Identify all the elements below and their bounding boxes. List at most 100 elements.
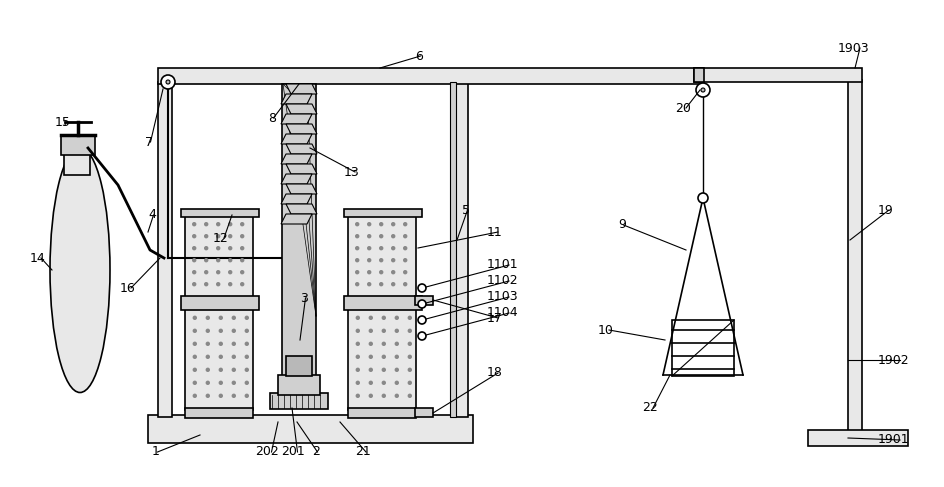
Circle shape [368, 316, 373, 320]
Circle shape [417, 300, 426, 308]
Bar [693, 68, 703, 82]
Polygon shape [280, 114, 312, 124]
Circle shape [192, 282, 196, 286]
Circle shape [368, 381, 373, 385]
Circle shape [407, 355, 412, 359]
Circle shape [218, 329, 223, 333]
Circle shape [368, 393, 373, 398]
Text: 5: 5 [462, 204, 469, 217]
Circle shape [193, 329, 196, 333]
Circle shape [228, 234, 232, 239]
Circle shape [395, 381, 398, 385]
Circle shape [231, 393, 236, 398]
Text: 19: 19 [877, 204, 893, 217]
Circle shape [240, 258, 244, 262]
Circle shape [407, 329, 412, 333]
Circle shape [407, 381, 412, 385]
Circle shape [698, 193, 707, 203]
Circle shape [407, 316, 412, 320]
Circle shape [231, 368, 236, 372]
Circle shape [228, 282, 232, 286]
Bar [270, 393, 328, 409]
Bar [286, 356, 312, 376]
Text: 16: 16 [120, 281, 136, 295]
Circle shape [218, 368, 223, 372]
Bar [278, 375, 320, 395]
Circle shape [206, 341, 210, 346]
Circle shape [379, 282, 383, 286]
Text: 1104: 1104 [486, 306, 518, 319]
Circle shape [244, 341, 248, 346]
Circle shape [696, 83, 709, 97]
Ellipse shape [50, 148, 110, 393]
Text: 6: 6 [414, 50, 422, 62]
Circle shape [228, 246, 232, 250]
Polygon shape [286, 204, 316, 214]
Text: 4: 4 [148, 208, 156, 222]
Polygon shape [280, 174, 312, 184]
Bar [158, 68, 702, 84]
Circle shape [228, 222, 232, 226]
Circle shape [218, 316, 223, 320]
Circle shape [193, 355, 196, 359]
Circle shape [244, 393, 248, 398]
Text: 1901: 1901 [877, 433, 909, 447]
Text: 2: 2 [312, 446, 319, 458]
Text: 10: 10 [598, 323, 614, 337]
Circle shape [402, 234, 407, 239]
Polygon shape [286, 84, 316, 94]
Bar [347, 408, 415, 418]
Circle shape [391, 246, 395, 250]
Circle shape [244, 381, 248, 385]
Circle shape [206, 329, 210, 333]
Circle shape [218, 381, 223, 385]
Bar [185, 215, 253, 297]
Bar [807, 430, 907, 446]
Circle shape [366, 282, 371, 286]
Circle shape [395, 368, 398, 372]
Bar [181, 209, 259, 217]
Circle shape [244, 355, 248, 359]
Circle shape [381, 329, 385, 333]
Circle shape [391, 234, 395, 239]
Text: 7: 7 [144, 135, 153, 149]
Text: 12: 12 [212, 231, 228, 244]
Circle shape [240, 234, 244, 239]
Circle shape [192, 234, 196, 239]
Circle shape [381, 316, 385, 320]
Circle shape [391, 258, 395, 262]
Circle shape [231, 341, 236, 346]
Circle shape [391, 222, 395, 226]
Circle shape [244, 329, 248, 333]
Text: 1902: 1902 [877, 354, 909, 367]
Circle shape [355, 316, 360, 320]
Circle shape [355, 258, 359, 262]
Circle shape [204, 222, 209, 226]
Circle shape [204, 234, 209, 239]
Text: 17: 17 [486, 312, 502, 324]
Polygon shape [286, 144, 316, 154]
Circle shape [381, 381, 385, 385]
Polygon shape [280, 134, 312, 144]
Circle shape [395, 393, 398, 398]
Circle shape [402, 282, 407, 286]
Circle shape [204, 246, 209, 250]
Circle shape [206, 381, 210, 385]
Circle shape [166, 80, 170, 84]
Circle shape [193, 368, 196, 372]
Circle shape [244, 368, 248, 372]
Polygon shape [280, 194, 312, 204]
Bar [414, 408, 432, 417]
Polygon shape [280, 94, 312, 104]
Bar [344, 296, 422, 310]
Circle shape [407, 393, 412, 398]
Bar [281, 84, 315, 399]
Circle shape [368, 355, 373, 359]
Polygon shape [280, 154, 312, 164]
Text: 1101: 1101 [486, 259, 518, 271]
Circle shape [368, 329, 373, 333]
Circle shape [402, 270, 407, 274]
Bar [148, 415, 473, 443]
Circle shape [193, 393, 196, 398]
Circle shape [216, 246, 220, 250]
